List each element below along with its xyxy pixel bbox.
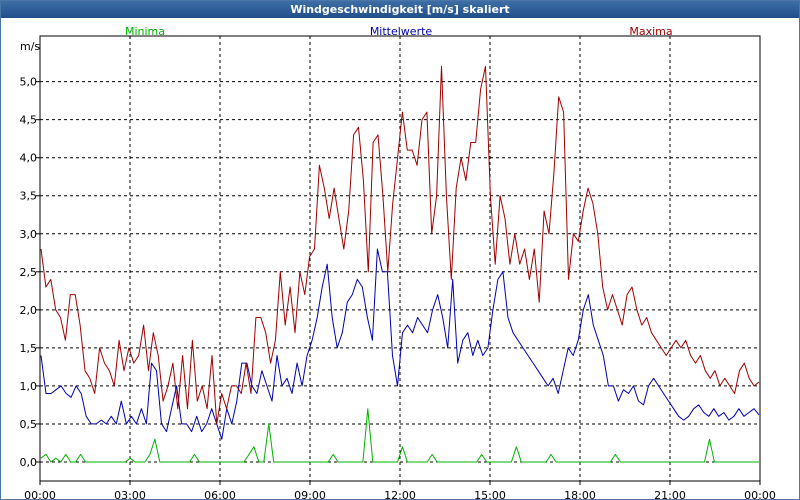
x-tick-time: 09:00 bbox=[294, 489, 326, 500]
y-tick-label: 3,5 bbox=[20, 190, 38, 203]
x-tick-time: 18:00 bbox=[564, 489, 596, 500]
y-tick-label: 2,5 bbox=[20, 266, 38, 279]
y-tick-label: 3,0 bbox=[20, 228, 38, 241]
x-tick-time: 00:00 bbox=[24, 489, 56, 500]
y-tick-label: 0,5 bbox=[20, 418, 38, 431]
y-tick-label: 1,0 bbox=[20, 380, 38, 393]
legend-mittelwerte: Mittelwerte bbox=[370, 25, 433, 38]
series-line-maxima bbox=[40, 65, 760, 425]
y-tick-label: 4,5 bbox=[20, 114, 38, 127]
y-tick-label: 4,0 bbox=[20, 152, 38, 165]
x-tick-time: 06:00 bbox=[204, 489, 236, 500]
series-line-mittelwerte bbox=[40, 248, 760, 440]
y-tick-label: 5,0 bbox=[20, 76, 38, 89]
legend-maxima: Maxima bbox=[629, 25, 672, 38]
series-line-minima bbox=[40, 408, 759, 463]
x-tick-time: 15:00 bbox=[474, 489, 506, 500]
y-tick-label: 1,5 bbox=[20, 342, 38, 355]
y-tick-label: 2,0 bbox=[20, 304, 38, 317]
wind-speed-chart: m/s Minima Mittelwerte Maxima 0,0 0,5 1,0 1… bbox=[20, 25, 776, 500]
x-tick-time: 12:00 bbox=[384, 489, 416, 500]
x-tick-time: 21:00 bbox=[654, 489, 686, 500]
y-axis-unit: m/s bbox=[20, 40, 40, 53]
legend-minima: Minima bbox=[125, 25, 165, 38]
window-title: Windgeschwindigkeit [m/s] skaliert bbox=[1, 1, 799, 18]
x-tick-time: 03:00 bbox=[114, 489, 146, 500]
x-tick-time: 00:00 bbox=[744, 489, 776, 500]
y-tick-label: 0,0 bbox=[20, 456, 38, 469]
